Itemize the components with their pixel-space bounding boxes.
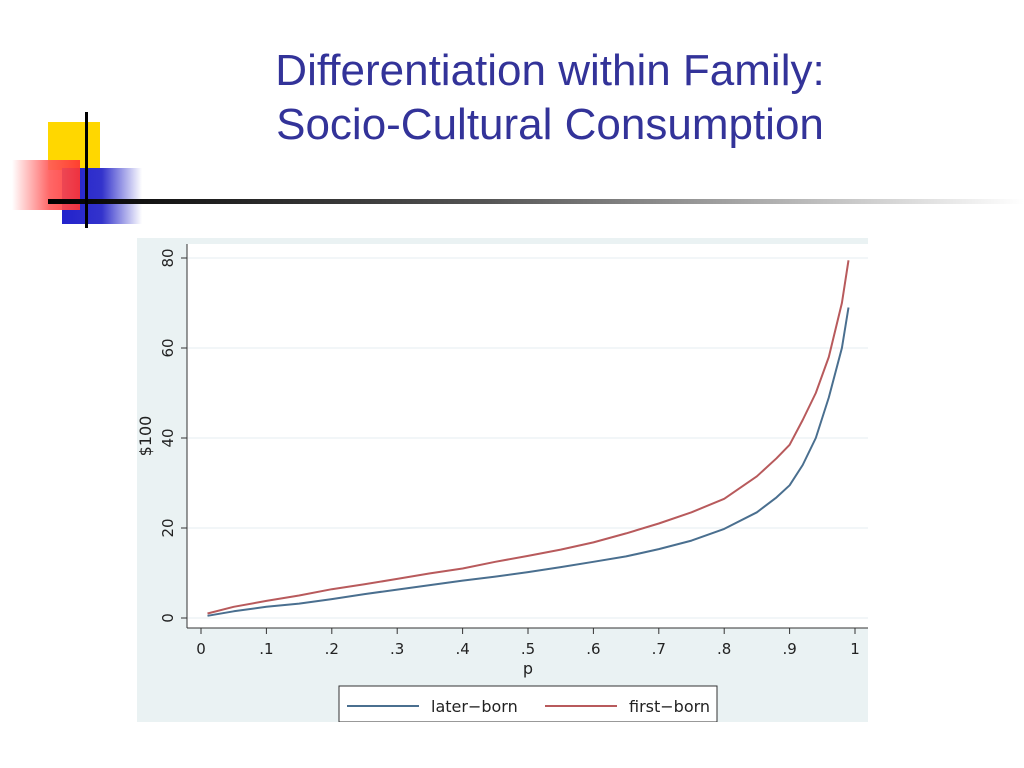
y-tick-label: 20 bbox=[159, 518, 177, 537]
x-tick-label: .5 bbox=[521, 640, 535, 658]
slide-title-line-1: Differentiation within Family: bbox=[275, 46, 825, 95]
y-tick-label: 80 bbox=[159, 248, 177, 267]
y-axis-label: $100 bbox=[137, 416, 155, 457]
y-tick-label: 60 bbox=[159, 338, 177, 357]
deco-horizontal-rule bbox=[48, 199, 1024, 204]
legend-label-first-born: first−born bbox=[629, 697, 710, 716]
x-tick-label: .6 bbox=[586, 640, 600, 658]
deco-vertical-rule bbox=[85, 112, 88, 228]
y-tick-label: 40 bbox=[159, 428, 177, 447]
x-tick-label: .3 bbox=[390, 640, 404, 658]
x-tick-label: .2 bbox=[325, 640, 339, 658]
legend: later−born first−born bbox=[338, 685, 718, 723]
series-line-later-born bbox=[207, 307, 850, 617]
decorative-corner-graphic bbox=[12, 112, 1024, 228]
series-line-first-born bbox=[207, 260, 850, 615]
slide-title-line-2: Socio-Cultural Consumption bbox=[276, 100, 824, 149]
chart: 0 20 40 60 80 0 .1 .2 .3 .4 .5 .6 .7 .8 .9 1 p $100 lat… bbox=[136, 244, 868, 723]
slide-title: Differentiation within Family: Socio-Cul… bbox=[150, 44, 950, 152]
legend-label-later-born: later−born bbox=[431, 697, 518, 716]
x-tick-label: 1 bbox=[850, 640, 860, 658]
x-tick-label: .8 bbox=[717, 640, 731, 658]
x-tick-label: .7 bbox=[652, 640, 666, 658]
y-tick-label: 0 bbox=[159, 613, 177, 623]
x-tick-label: .9 bbox=[782, 640, 796, 658]
legend-box bbox=[338, 685, 718, 723]
x-tick-label: 0 bbox=[196, 640, 206, 658]
x-axis-label: p bbox=[523, 659, 533, 678]
chart-panel: 0 20 40 60 80 0 .1 .2 .3 .4 .5 .6 .7 .8 .9 1 p $100 lat… bbox=[136, 238, 868, 723]
plot-area bbox=[187, 244, 868, 628]
x-tick-label: .4 bbox=[455, 640, 469, 658]
x-tick-label: .1 bbox=[259, 640, 273, 658]
